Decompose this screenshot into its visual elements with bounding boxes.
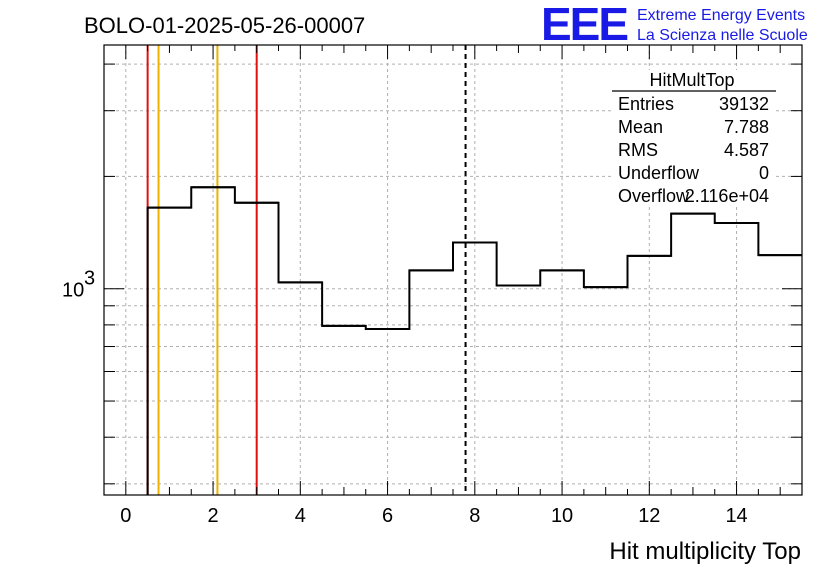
stats-underflow-label: Underflow — [618, 163, 700, 183]
eee-logo-mark: EEE — [541, 0, 627, 50]
x-tick-label: 0 — [120, 505, 131, 527]
stats-overflow-value: 2.116e+04 — [685, 186, 769, 206]
grid-layer — [104, 45, 802, 495]
x-tick-label: 10 — [551, 505, 573, 527]
stats-rms-label: RMS — [618, 140, 658, 160]
plot-frame — [103, 44, 803, 496]
x-tick-label: 6 — [382, 505, 393, 527]
stats-entries-value: 39132 — [719, 94, 769, 114]
stats-box-background — [612, 70, 776, 206]
x-tick-label: 14 — [725, 505, 747, 527]
chart-title: BOLO-01-2025-05-26-00007 — [84, 13, 365, 38]
x-tick-label: 2 — [208, 505, 219, 527]
y-tick-label-exponent: 3 — [84, 268, 95, 290]
eee-logo: EEE Extreme Energy Events La Scienza nel… — [541, 0, 808, 50]
eee-logo-line2: La Scienza nelle Scuole — [637, 27, 808, 44]
stats-rms-value: 4.587 — [724, 140, 769, 160]
eee-logo-line1: Extreme Energy Events — [637, 7, 805, 24]
stats-mean-label: Mean — [618, 117, 663, 137]
x-tick-label: 8 — [469, 505, 480, 527]
y-tick-label: 10 — [62, 280, 84, 302]
stats-box: HitMultTop Entries 39132 Mean 7.788 RMS … — [612, 70, 776, 206]
stats-title: HitMultTop — [649, 70, 734, 90]
stats-mean-value: 7.788 — [724, 117, 769, 137]
x-tick-label: 12 — [638, 505, 660, 527]
stats-overflow-label: Overflow — [618, 186, 690, 206]
histogram-bins — [146, 186, 802, 495]
stats-entries-label: Entries — [618, 94, 674, 114]
x-tick-label: 4 — [295, 505, 306, 527]
x-axis-title: Hit multiplicity Top — [609, 538, 801, 565]
stats-underflow-value: 0 — [759, 163, 769, 183]
